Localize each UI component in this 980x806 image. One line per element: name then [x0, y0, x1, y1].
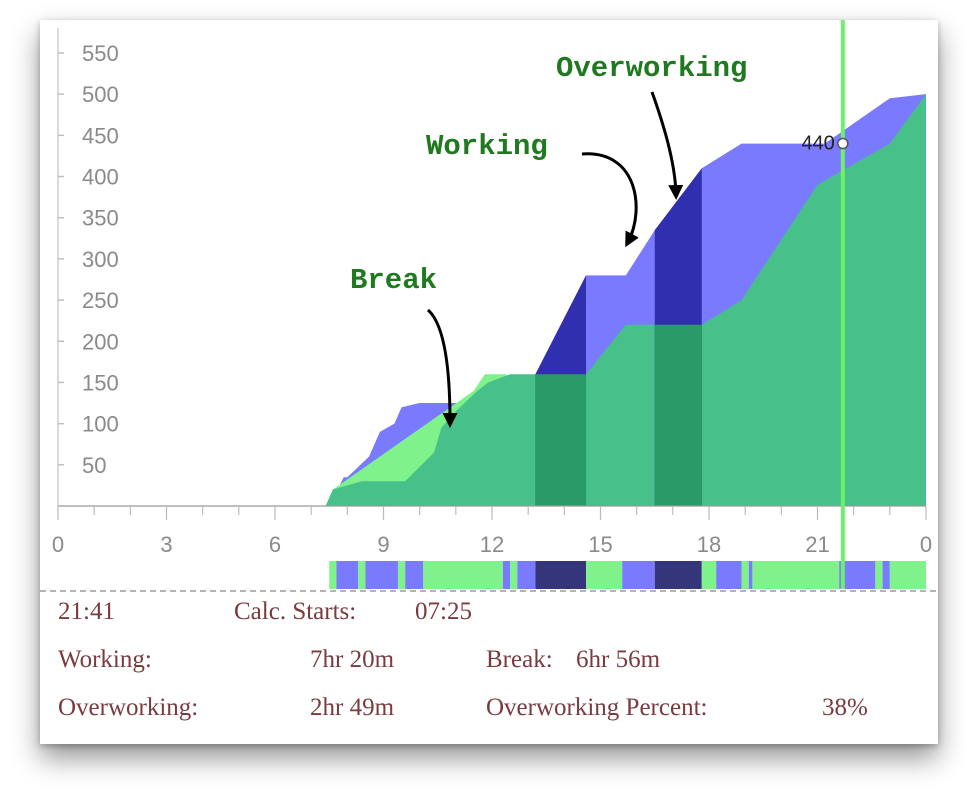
- y-tick-label-0: 50: [82, 453, 106, 478]
- timeline-segment-6: [423, 561, 503, 589]
- calc-starts-value: 07:25: [415, 598, 472, 625]
- timeline-segment-13: [654, 561, 702, 589]
- annotation-label-1: Working: [426, 130, 548, 163]
- overworking-value: 2hr 49m: [310, 694, 395, 721]
- timeline-segment-12: [622, 561, 655, 589]
- break-label: Break:: [486, 646, 553, 673]
- timeline-segment-14: [701, 561, 717, 589]
- y-tick-label-8: 450: [82, 123, 119, 148]
- overworking-label: Overworking:: [58, 694, 199, 721]
- timeline-segment-4: [397, 561, 406, 589]
- current-time: 21:41: [58, 598, 115, 625]
- timeline-segment-9: [517, 561, 536, 589]
- timeline-segment-22: [882, 561, 890, 589]
- annotation-arrow-0: [426, 308, 458, 428]
- timeline-segment-21: [875, 561, 883, 589]
- timeline-segment-11: [586, 561, 623, 589]
- annotation-arrow-2: [650, 91, 684, 200]
- timesheet-panel: 50 100 150 200 250 300 350 400 450 500 550 0 3 6 9 12 15…: [40, 20, 938, 744]
- x-tick-label-5: 15: [588, 532, 612, 557]
- timeline-segment-23: [889, 561, 926, 589]
- y-tick-label-2: 150: [82, 370, 119, 395]
- x-tick-label-8: 0: [920, 532, 932, 557]
- y-tick-label-6: 350: [82, 206, 119, 231]
- y-tick-label-9: 500: [82, 82, 119, 107]
- series-area-green: [325, 94, 927, 506]
- annotation-arrow-1: [581, 152, 639, 248]
- x-tick-label-1: 3: [160, 532, 172, 557]
- current-value-dot: [837, 137, 849, 150]
- current-value-label: 440: [801, 133, 834, 155]
- timeline-segment-5: [405, 561, 424, 589]
- y-tick-label-10: 550: [82, 41, 119, 66]
- x-tick-label-3: 9: [377, 532, 389, 557]
- x-tick-label-2: 6: [269, 532, 281, 557]
- overworking-percent-label: Overworking Percent:: [486, 694, 708, 721]
- timeline-segment-3: [365, 561, 398, 589]
- timeline-segment-18: [752, 561, 840, 589]
- annotation-label-0: Break: [350, 264, 437, 297]
- timeline-segment-7: [502, 561, 511, 589]
- timeline-segment-8: [510, 561, 518, 589]
- x-tick-label-6: 18: [697, 532, 721, 557]
- timeline-segment-1: [336, 561, 359, 589]
- working-label: Working:: [58, 646, 152, 673]
- y-tick-label-5: 300: [82, 247, 119, 272]
- y-tick-label-4: 250: [82, 288, 119, 313]
- timeline-segment-15: [716, 561, 742, 589]
- timeline-segment-0: [329, 561, 337, 589]
- timeline-segment-16: [741, 561, 749, 589]
- break-value: 6hr 56m: [576, 646, 661, 673]
- y-tick-label-1: 100: [82, 412, 119, 437]
- x-tick-label-0: 0: [52, 532, 64, 557]
- timeline-segment-20: [846, 561, 876, 589]
- timeline-segment-2: [358, 561, 366, 589]
- annotation-label-2: Overworking: [556, 52, 747, 85]
- y-tick-label-7: 400: [82, 165, 119, 190]
- x-tick-label-4: 12: [480, 532, 504, 557]
- x-tick-label-7: 21: [805, 532, 829, 557]
- overworking-percent-value: 38%: [822, 694, 868, 721]
- highlight-band-bottom-0: [535, 94, 587, 506]
- working-value: 7hr 20m: [310, 646, 395, 673]
- timeline-segment-17: [748, 561, 753, 589]
- timeline-segment-10: [535, 561, 587, 589]
- y-tick-label-3: 200: [82, 329, 119, 354]
- calc-starts-label: Calc. Starts:: [234, 598, 357, 625]
- stats-panel: 21:41 Calc. Starts: 07:25 Working: 7hr 2…: [40, 594, 938, 744]
